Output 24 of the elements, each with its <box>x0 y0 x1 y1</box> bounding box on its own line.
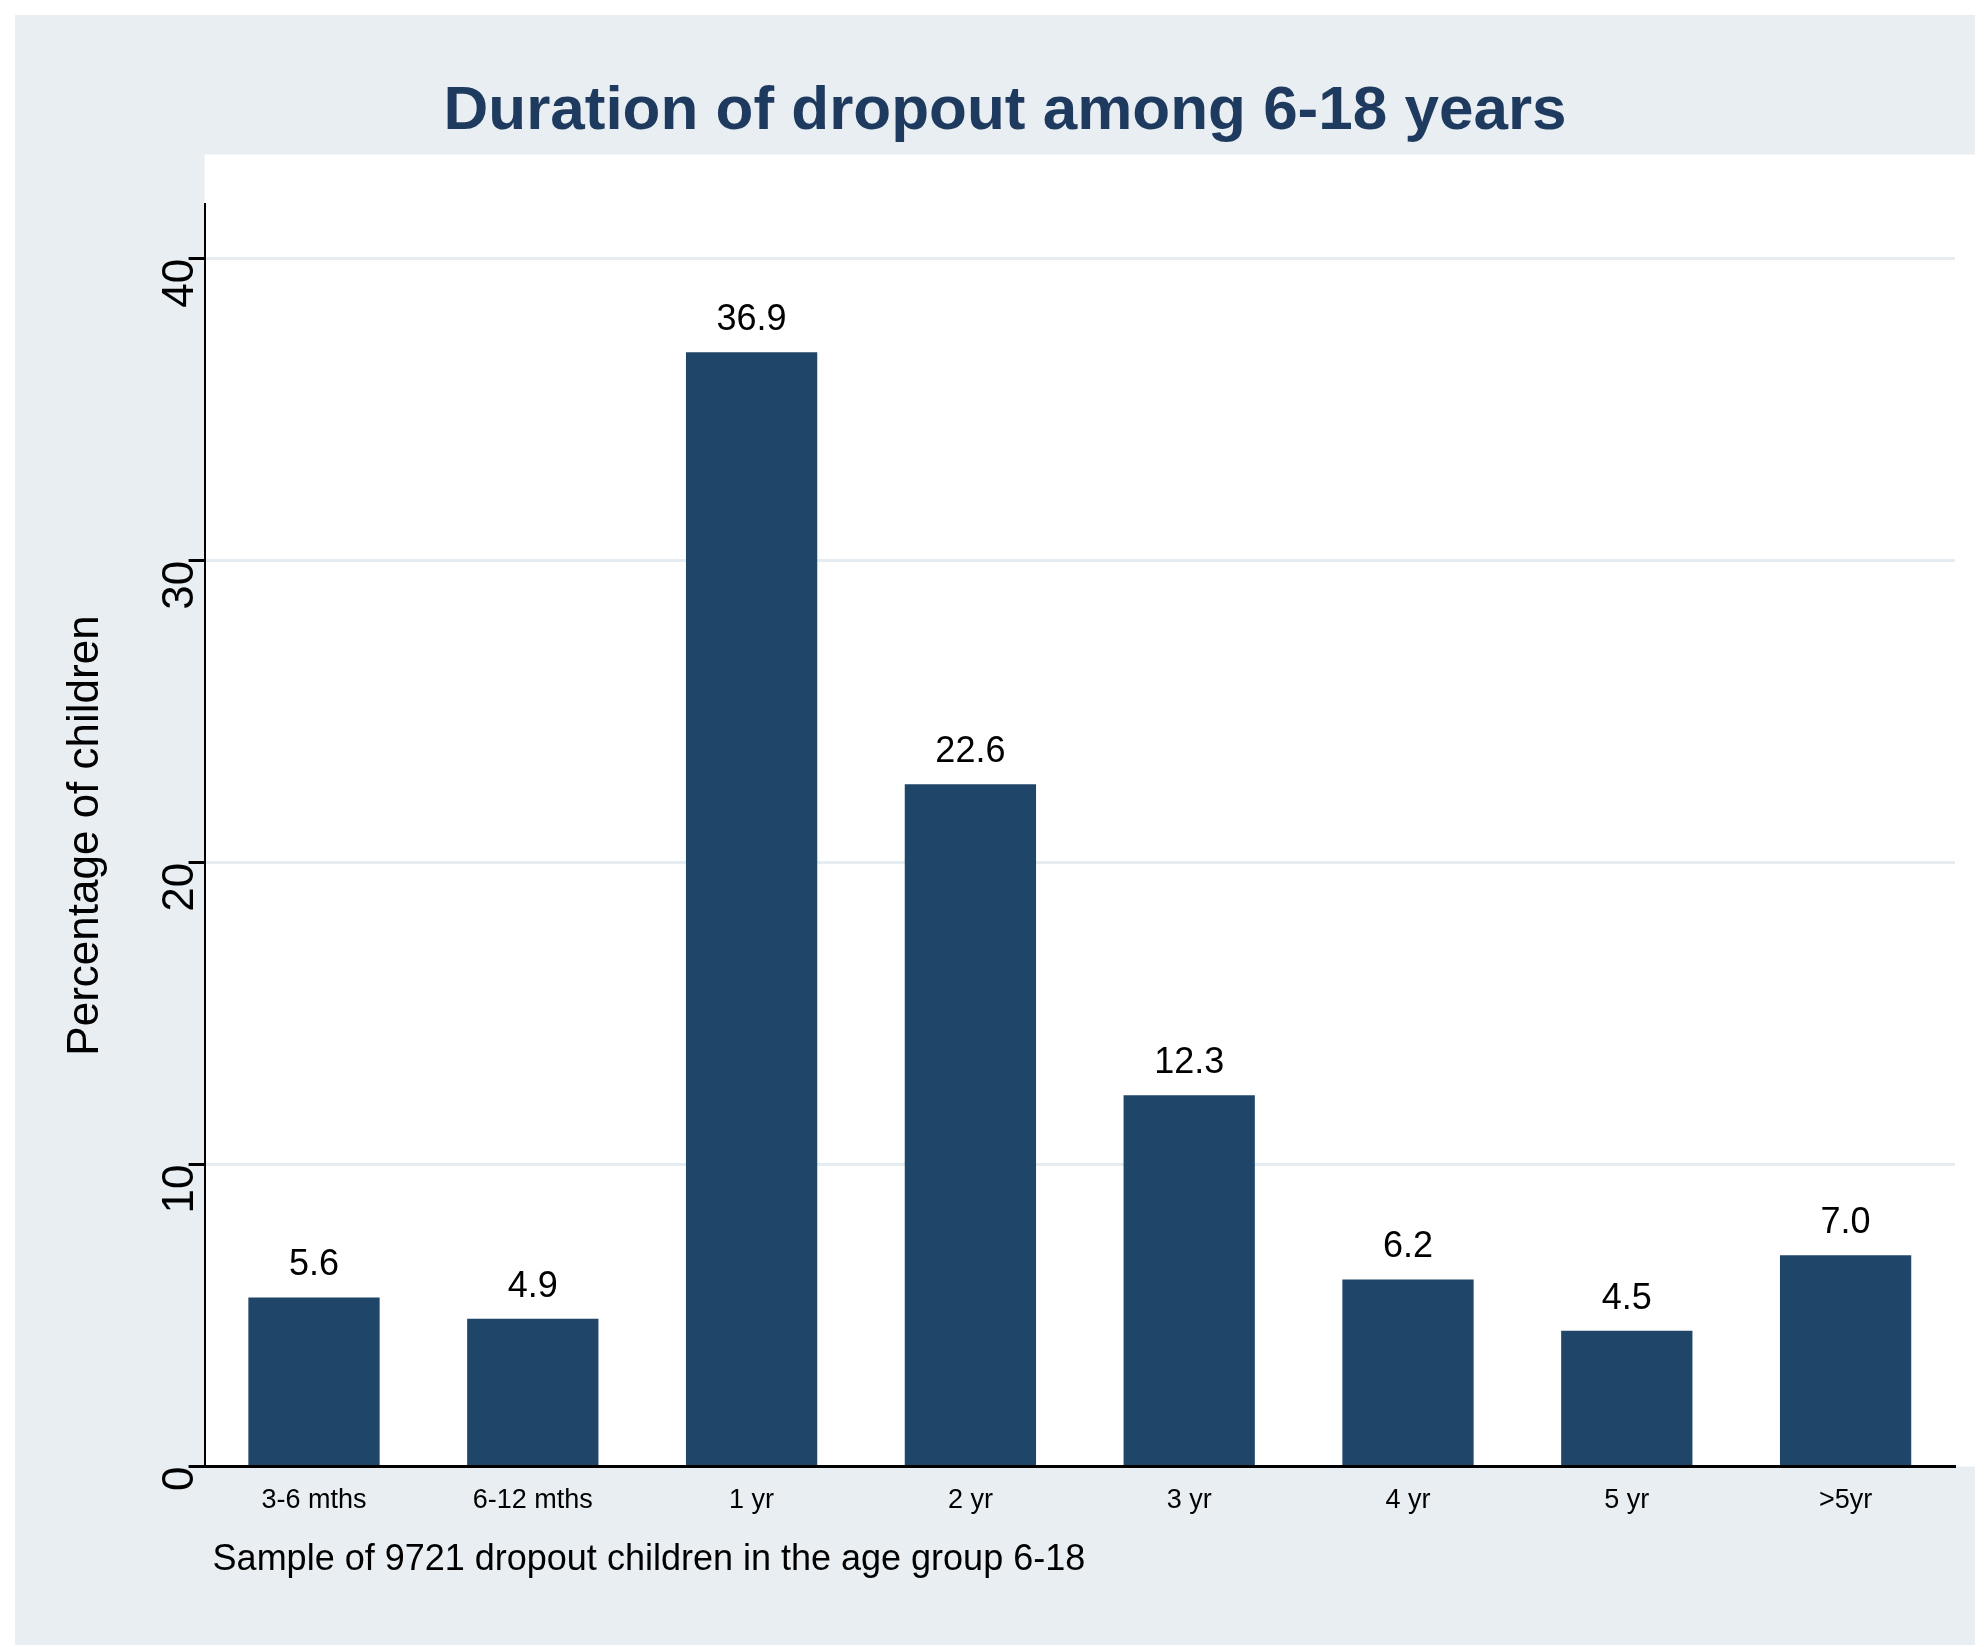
x-tick-label: 4 yr <box>1385 1484 1431 1515</box>
x-tick-label: >5yr <box>1818 1484 1873 1515</box>
data-label: 6.2 <box>1382 1224 1434 1266</box>
data-label: 12.3 <box>1154 1040 1225 1082</box>
data-label: 4.9 <box>507 1263 558 1305</box>
data-label: 4.5 <box>1601 1275 1652 1317</box>
x-tick-label: 6-12 mths <box>472 1484 593 1515</box>
data-label: 36.9 <box>716 297 787 339</box>
data-label: 5.6 <box>288 1242 340 1284</box>
y-tick-label: 40 <box>152 258 202 308</box>
y-tick-label: 30 <box>152 560 202 610</box>
x-tick-label: 1 yr <box>729 1484 775 1515</box>
y-tick-label: 20 <box>152 862 202 912</box>
y-tick-label: 0 <box>152 1466 202 1492</box>
chart-title: Duration of dropout among 6-18 years <box>443 73 1567 143</box>
y-axis-title: Percentage of children <box>57 615 107 1056</box>
data-label: 7.0 <box>1820 1200 1871 1242</box>
data-label: 22.6 <box>935 729 1006 771</box>
x-tick-label: 3 yr <box>1166 1484 1212 1515</box>
x-tick-label: 2 yr <box>947 1484 993 1515</box>
x-tick-label: 3-6 mths <box>261 1484 367 1515</box>
y-tick-label: 10 <box>152 1164 202 1214</box>
x-tick-label: 5 yr <box>1604 1484 1650 1515</box>
text: Sample of 9721 dropout children in the age group 6-18 <box>212 1536 1086 1578</box>
